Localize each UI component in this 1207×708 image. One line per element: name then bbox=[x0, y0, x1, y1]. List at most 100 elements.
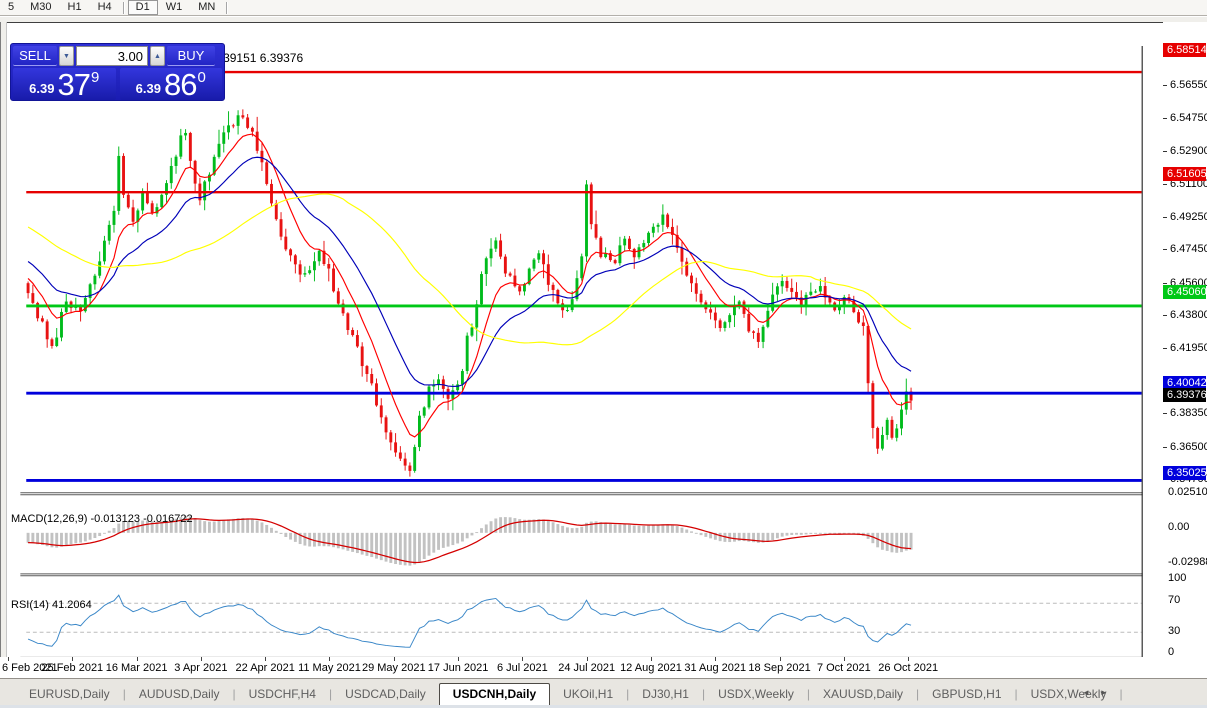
buy-price-prefix: 6.39 bbox=[135, 81, 161, 96]
candle bbox=[637, 247, 641, 258]
date-axis[interactable]: 6 Feb 2021 25 Feb 2021 16 Mar 2021 3 Apr 20… bbox=[0, 657, 1163, 678]
date-tick bbox=[8, 657, 9, 661]
candle bbox=[351, 330, 355, 336]
tab-scroll-right-icon[interactable]: ► bbox=[1099, 688, 1118, 697]
timeframe-button-d1[interactable]: D1 bbox=[127, 0, 158, 15]
date-tick bbox=[843, 657, 845, 661]
candle bbox=[327, 264, 331, 269]
price-tick-label: 6.56550 bbox=[1163, 78, 1207, 92]
candle bbox=[546, 264, 550, 285]
timeframe-button-h4[interactable]: H4 bbox=[97, 1, 112, 13]
price-axis[interactable]: 6.56550 6.54750 6.52900 6.51100 6.49250 6.474… bbox=[1163, 22, 1207, 678]
candle bbox=[270, 183, 273, 204]
volume-input[interactable] bbox=[76, 46, 148, 66]
sell-price-display[interactable]: 6.39 37 9 bbox=[13, 68, 116, 100]
candle bbox=[470, 327, 474, 336]
chart-tab-xauusd-daily[interactable]: XAUUSD,Daily bbox=[823, 687, 904, 701]
chart-tab-audusd-daily[interactable]: AUDUSD,Daily bbox=[138, 687, 220, 701]
chart-window[interactable]: ▲ USDCNH,Daily 6.39400 6.39694 6.39151 6… bbox=[0, 22, 1207, 679]
candle bbox=[212, 156, 216, 175]
buy-price-display[interactable]: 6.39 86 0 bbox=[119, 68, 222, 100]
macd-indicator-label: MACD(12,26,9) -0.013123 -0.016722 bbox=[11, 513, 193, 525]
timeframe-button-5[interactable]: 5 bbox=[8, 1, 15, 13]
date-tick-label: 22 Apr 2021 bbox=[235, 662, 295, 674]
sell-price-prefix: 6.39 bbox=[29, 81, 55, 96]
tab-separator: | bbox=[232, 687, 236, 701]
candle bbox=[838, 305, 841, 311]
candle bbox=[26, 283, 30, 294]
one-click-trading-panel: SELL ▼ ▲ BUY 6.39 37 9 6.39 86 0 bbox=[10, 43, 225, 101]
candle bbox=[274, 203, 278, 220]
macd-scale-label: -0.02988 bbox=[1168, 556, 1207, 568]
timeframe-button-w1[interactable]: W1 bbox=[165, 1, 183, 13]
timeframe-button-mn[interactable]: MN bbox=[198, 1, 216, 13]
candle bbox=[575, 278, 579, 300]
chart-tab-usdcad-daily[interactable]: USDCAD,Daily bbox=[345, 687, 426, 701]
date-tick-label: 6 Jul 2021 bbox=[496, 662, 548, 674]
candle bbox=[818, 286, 822, 292]
date-tick bbox=[329, 657, 331, 661]
candle bbox=[895, 428, 899, 438]
candle bbox=[656, 224, 660, 227]
date-tick bbox=[779, 657, 781, 661]
candle bbox=[494, 240, 498, 249]
candle bbox=[45, 321, 49, 340]
tab-separator: | bbox=[916, 687, 920, 701]
candle bbox=[871, 383, 875, 428]
candle bbox=[670, 226, 674, 235]
timeframe-button-h1[interactable]: H1 bbox=[67, 1, 82, 13]
candle bbox=[341, 303, 345, 314]
candle bbox=[814, 291, 818, 293]
candle bbox=[709, 309, 713, 313]
sell-button[interactable]: SELL bbox=[13, 46, 57, 66]
chart-tab-eurusd-daily[interactable]: EURUSD,Daily bbox=[29, 687, 110, 701]
candle bbox=[336, 291, 340, 304]
candle bbox=[332, 268, 335, 292]
candle bbox=[155, 207, 159, 214]
date-tick-label: 29 May 2021 bbox=[361, 662, 426, 674]
candle bbox=[432, 384, 436, 387]
chart-tab-ukoil-h1[interactable]: UKOil,H1 bbox=[563, 687, 614, 701]
candle bbox=[112, 210, 116, 225]
tab-scroll-left-icon[interactable]: ◄ bbox=[1082, 688, 1100, 697]
buy-button[interactable]: BUY bbox=[167, 46, 215, 66]
candle bbox=[594, 224, 598, 238]
candle bbox=[289, 249, 293, 256]
candle bbox=[885, 419, 889, 435]
date-tick bbox=[458, 657, 460, 661]
candle bbox=[804, 294, 808, 306]
candle bbox=[40, 318, 44, 322]
date-tick-label: 3 Apr 2021 bbox=[174, 662, 228, 674]
candle bbox=[150, 203, 154, 214]
candle bbox=[661, 214, 665, 225]
candle bbox=[489, 248, 493, 259]
candle bbox=[699, 293, 703, 303]
candle bbox=[790, 287, 794, 292]
tab-separator: | bbox=[806, 687, 811, 701]
candle bbox=[355, 335, 359, 347]
candle bbox=[222, 132, 226, 144]
volume-decrease-button[interactable]: ▼ bbox=[59, 46, 74, 66]
chart-tab-usdx-weekly[interactable]: USDX,Weekly bbox=[1030, 687, 1107, 701]
price-tick-label: 6.36500 bbox=[1163, 440, 1207, 454]
candle bbox=[613, 260, 617, 264]
rsi-scale-label: 0 bbox=[1168, 646, 1175, 658]
chart-plot-area[interactable] bbox=[0, 46, 1163, 680]
candle bbox=[284, 236, 288, 250]
candle bbox=[55, 337, 59, 346]
chart-tab-gbpusd-h1[interactable]: GBPUSD,H1 bbox=[932, 687, 1002, 701]
candle bbox=[60, 311, 63, 338]
candle bbox=[241, 115, 245, 118]
candle bbox=[79, 306, 83, 312]
date-tick-label: 11 May 2021 bbox=[298, 662, 361, 674]
chart-tab-usdx-weekly[interactable]: USDX,Weekly bbox=[718, 687, 794, 701]
chart-tab-dj30-h1[interactable]: DJ30,H1 bbox=[642, 687, 689, 701]
volume-increase-button[interactable]: ▲ bbox=[150, 46, 165, 66]
candle bbox=[279, 219, 283, 237]
chart-tab-usdcnh-daily[interactable]: USDCNH,Daily bbox=[438, 682, 551, 706]
candle bbox=[565, 310, 569, 312]
timeframe-button-m30[interactable]: M30 bbox=[30, 1, 52, 13]
chart-tab-usdchf-h4[interactable]: USDCHF,H4 bbox=[248, 687, 316, 701]
candle bbox=[523, 284, 526, 292]
candle bbox=[298, 264, 302, 275]
